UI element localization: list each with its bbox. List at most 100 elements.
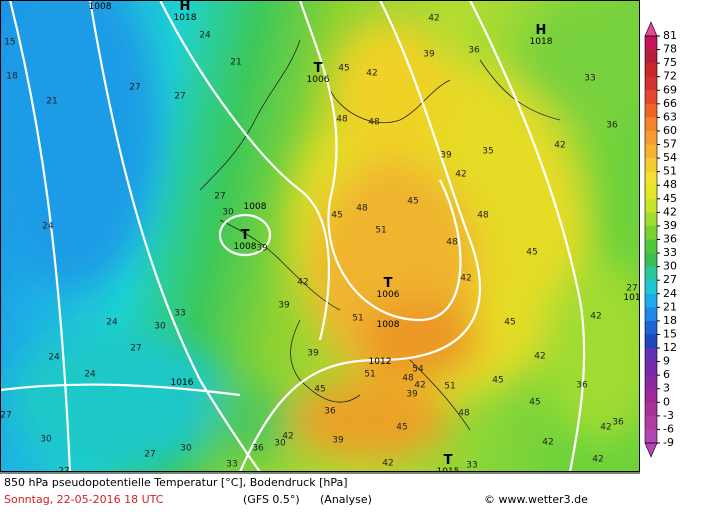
contour-label: 48 bbox=[368, 118, 380, 128]
contour-label: 33 bbox=[584, 74, 595, 84]
colorbar-label: 3 bbox=[663, 382, 670, 395]
colorbar-band bbox=[645, 253, 657, 268]
colorbar-label: 0 bbox=[663, 395, 670, 408]
colorbar-label: 75 bbox=[663, 56, 677, 69]
contour-label: 42 bbox=[382, 459, 393, 469]
contour-label: 27 bbox=[0, 411, 11, 421]
colorbar-band bbox=[645, 49, 657, 64]
colorbar-label: 36 bbox=[663, 233, 677, 246]
contour-label: 45 bbox=[529, 398, 540, 408]
colorbar-band bbox=[645, 36, 657, 51]
footer-source: © www.wetter3.de bbox=[484, 493, 588, 506]
colorbar-band bbox=[645, 320, 657, 335]
contour-label: 42 bbox=[542, 438, 553, 448]
contour-label: 42 bbox=[366, 69, 377, 79]
colorbar-band bbox=[645, 266, 657, 281]
contour-label: 27 bbox=[130, 344, 141, 354]
contour-label: 15 bbox=[4, 38, 15, 48]
colorbar-band bbox=[645, 130, 657, 146]
contour-label: 39 bbox=[307, 349, 319, 359]
pressure-symbol: T bbox=[384, 276, 393, 291]
footer-model: (GFS 0.5°) bbox=[243, 493, 300, 506]
colorbar-label: 81 bbox=[663, 29, 677, 42]
contour-label: 36 bbox=[606, 121, 618, 131]
pressure-value: 1015 bbox=[437, 467, 460, 477]
isobar-label: 1016 bbox=[171, 378, 194, 388]
colorbar-label: 27 bbox=[663, 273, 677, 286]
colorbar-label: 30 bbox=[663, 260, 677, 273]
contour-label: 30 bbox=[180, 444, 192, 454]
contour-label: 39 bbox=[278, 301, 290, 311]
colorbar-band bbox=[645, 185, 657, 200]
contour-label: 27 bbox=[58, 467, 69, 477]
contour-label: 27 bbox=[214, 192, 225, 202]
colorbar-band bbox=[645, 239, 657, 254]
colorbar-arrow-top bbox=[644, 21, 658, 37]
colorbar-band bbox=[645, 402, 657, 417]
isobar-label: 1012 bbox=[369, 357, 392, 367]
colorbar-label: 21 bbox=[663, 300, 677, 313]
contour-label: 48 bbox=[402, 374, 414, 384]
colorbar-label: -9 bbox=[663, 436, 674, 449]
colorbar-label: 12 bbox=[663, 341, 677, 354]
contour-label: 39 bbox=[332, 436, 344, 446]
colorbar-band bbox=[645, 334, 657, 349]
contour-label: 24 bbox=[106, 318, 118, 328]
contour-label: 45 bbox=[331, 211, 342, 221]
colorbar-label: 42 bbox=[663, 205, 677, 218]
contour-label: 45 bbox=[504, 318, 515, 328]
contour-label: 24 bbox=[199, 31, 211, 41]
contour-label: 48 bbox=[446, 238, 458, 248]
contour-label: 48 bbox=[458, 409, 470, 419]
colorbar-band bbox=[645, 158, 657, 173]
contour-label: 35 bbox=[482, 147, 493, 157]
contour-label: 30 bbox=[222, 208, 234, 218]
contour-label: 36 bbox=[468, 46, 480, 56]
colorbar-band bbox=[645, 90, 657, 105]
contour-label: 24 bbox=[42, 222, 54, 232]
contour-label: 45 bbox=[492, 376, 503, 386]
contour-label: 33 bbox=[226, 460, 237, 470]
contour-label: 42 bbox=[590, 312, 601, 322]
colorbar-band bbox=[645, 171, 657, 186]
contour-label: 36 bbox=[324, 407, 336, 417]
isobar-label: 1008 bbox=[89, 2, 112, 12]
pressure-symbol: T bbox=[314, 61, 323, 76]
footer-title: 850 hPa pseudopotentielle Temperatur [°C… bbox=[4, 476, 348, 489]
contour-label: 42 bbox=[600, 423, 611, 433]
coastlines bbox=[199, 39, 561, 431]
colorbar-label: 66 bbox=[663, 97, 677, 110]
contour-label: 36 bbox=[612, 418, 624, 428]
colorbar: 8178757269666360575451484542393633302724… bbox=[644, 21, 677, 458]
colorbar-label: 18 bbox=[663, 314, 677, 327]
colorbar-band bbox=[645, 280, 657, 295]
contour-label: 39 bbox=[256, 244, 268, 254]
contour-label: 42 bbox=[460, 274, 471, 284]
colorbar-band bbox=[645, 361, 657, 376]
colorbar-arrow-bottom bbox=[644, 442, 658, 458]
colorbar-band bbox=[645, 225, 657, 240]
isobars bbox=[0, 0, 584, 472]
colorbar-band bbox=[645, 63, 657, 78]
colorbar-label: 51 bbox=[663, 165, 677, 178]
colorbar-band bbox=[645, 307, 657, 322]
colorbar-label: 60 bbox=[663, 124, 677, 137]
contour-label: 33 bbox=[174, 309, 185, 319]
contour-label: 36 bbox=[252, 444, 264, 454]
colorbar-label: 45 bbox=[663, 192, 677, 205]
contour-label: 42 bbox=[455, 170, 466, 180]
contour-label: 18 bbox=[6, 72, 18, 82]
contour-label: 27 bbox=[144, 450, 155, 460]
pressure-value: 1006 bbox=[307, 75, 330, 85]
contour-label: 51 bbox=[375, 226, 386, 236]
colorbar-band bbox=[645, 293, 657, 308]
contour-label: 30 bbox=[274, 439, 286, 449]
colorbar-label: 48 bbox=[663, 178, 677, 191]
colorbar-label: 24 bbox=[663, 287, 677, 300]
contour-label: 33 bbox=[466, 461, 477, 471]
colorbar-label: 9 bbox=[663, 355, 670, 368]
footer-date: Sonntag, 22-05-2016 18 UTC bbox=[4, 493, 164, 506]
colorbar-label: 78 bbox=[663, 43, 677, 56]
